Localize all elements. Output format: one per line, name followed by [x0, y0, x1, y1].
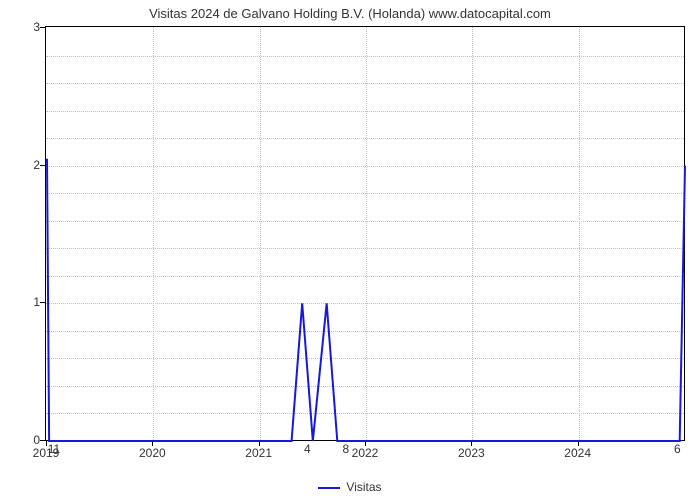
- data-point-label: 11: [48, 442, 60, 456]
- plot-area: [45, 26, 685, 441]
- x-tick-label: 2023: [458, 446, 485, 460]
- chart-container: Visitas 2024 de Galvano Holding B.V. (Ho…: [0, 0, 700, 500]
- y-tick-label: 0: [10, 433, 40, 447]
- y-tick-label: 1: [10, 295, 40, 309]
- data-line: [46, 27, 684, 440]
- x-tick-label: 2021: [245, 446, 272, 460]
- data-point-label: 6: [674, 442, 681, 456]
- data-point-label: 8: [342, 442, 349, 456]
- chart-title: Visitas 2024 de Galvano Holding B.V. (Ho…: [0, 6, 700, 21]
- y-tick-label: 3: [10, 20, 40, 34]
- legend: Visitas: [0, 480, 700, 494]
- x-tick-label: 2022: [352, 446, 379, 460]
- data-point-label: 4: [304, 442, 311, 456]
- x-tick-label: 2020: [139, 446, 166, 460]
- legend-swatch: [318, 487, 340, 489]
- y-tick-label: 2: [10, 158, 40, 172]
- x-tick-label: 2024: [564, 446, 591, 460]
- legend-label: Visitas: [346, 480, 381, 494]
